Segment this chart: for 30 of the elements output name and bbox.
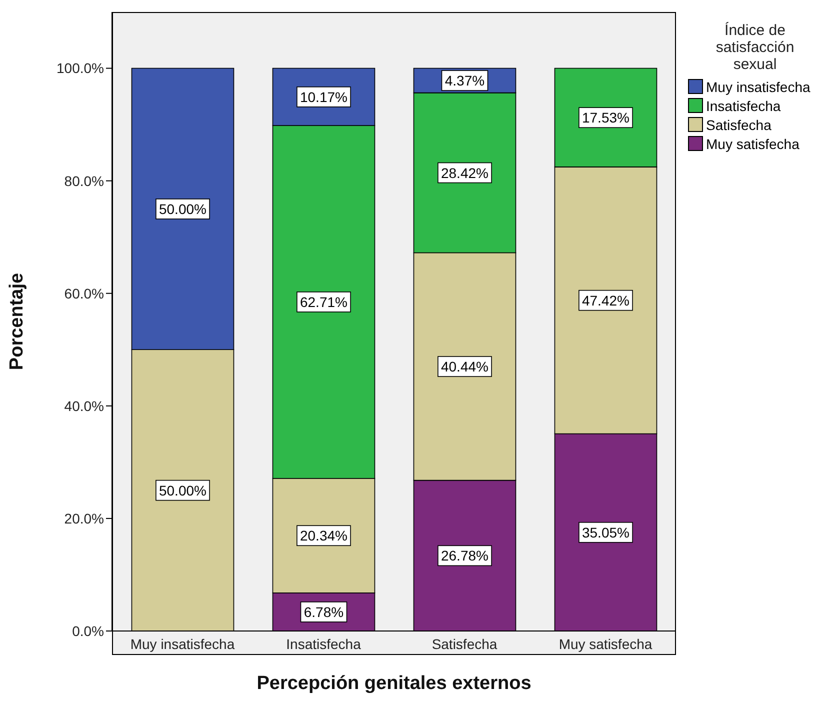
x-tick-label: Muy satisfecha [558, 636, 652, 652]
legend-title: Índice de satisfacción sexual [714, 22, 796, 73]
y-tick-label: 40.0% [64, 398, 104, 414]
legend-label: Insatisfecha [706, 98, 781, 114]
legend-label: Satisfecha [706, 116, 772, 132]
x-axis-title: Percepción genitales externos [256, 673, 532, 694]
x-tick-label: Satisfecha [432, 636, 498, 652]
legend-label: Muy satisfecha [706, 136, 800, 152]
y-tick-label: 20.0% [64, 510, 104, 526]
data-label: 20.34% [300, 528, 348, 544]
y-tick-label: 80.0% [64, 172, 104, 189]
y-tick-label: 60.0% [64, 285, 104, 302]
data-label: 10.17% [300, 88, 348, 105]
data-label: 47.42% [582, 292, 630, 308]
data-label: 4.37% [444, 72, 485, 89]
data-label: 28.42% [441, 164, 488, 181]
data-label: 50.00% [159, 200, 206, 217]
data-label: 17.53% [582, 110, 630, 126]
data-label: 26.78% [441, 548, 488, 564]
data-label: 62.71% [300, 294, 348, 310]
y-tick-label: 0.0% [72, 622, 104, 639]
y-axis-title: Porcentaje [6, 272, 28, 370]
x-tick-label: Muy insatisfecha [130, 636, 235, 652]
data-label: 6.78% [304, 604, 344, 620]
x-tick-label: Insatisfecha [286, 636, 362, 652]
legend-label: Muy insatisfecha [706, 78, 810, 94]
data-label: 35.05% [582, 524, 630, 540]
data-label: 40.44% [441, 358, 488, 375]
data-label: 50.00% [159, 482, 206, 498]
y-tick-label: 100.0% [56, 60, 104, 76]
